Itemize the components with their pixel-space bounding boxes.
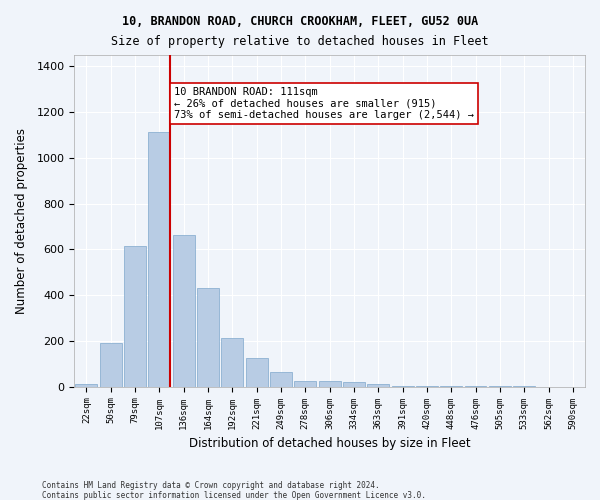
Text: 10, BRANDON ROAD, CHURCH CROOKHAM, FLEET, GU52 0UA: 10, BRANDON ROAD, CHURCH CROOKHAM, FLEET… xyxy=(122,15,478,28)
Text: Contains public sector information licensed under the Open Government Licence v3: Contains public sector information licen… xyxy=(42,491,426,500)
Bar xyxy=(221,338,243,386)
Bar xyxy=(367,384,389,386)
Bar xyxy=(76,384,97,386)
Text: Size of property relative to detached houses in Fleet: Size of property relative to detached ho… xyxy=(111,35,489,48)
Text: 10 BRANDON ROAD: 111sqm
← 26% of detached houses are smaller (915)
73% of semi-d: 10 BRANDON ROAD: 111sqm ← 26% of detache… xyxy=(174,87,474,120)
Bar xyxy=(343,382,365,386)
Bar xyxy=(124,246,146,386)
Bar xyxy=(100,343,122,386)
Bar xyxy=(173,234,194,386)
Bar xyxy=(148,132,170,386)
Bar xyxy=(270,372,292,386)
X-axis label: Distribution of detached houses by size in Fleet: Distribution of detached houses by size … xyxy=(189,437,470,450)
Bar xyxy=(319,381,341,386)
Bar xyxy=(245,358,268,386)
Text: Contains HM Land Registry data © Crown copyright and database right 2024.: Contains HM Land Registry data © Crown c… xyxy=(42,481,380,490)
Y-axis label: Number of detached properties: Number of detached properties xyxy=(15,128,28,314)
Bar xyxy=(197,288,219,386)
Bar xyxy=(295,381,316,386)
